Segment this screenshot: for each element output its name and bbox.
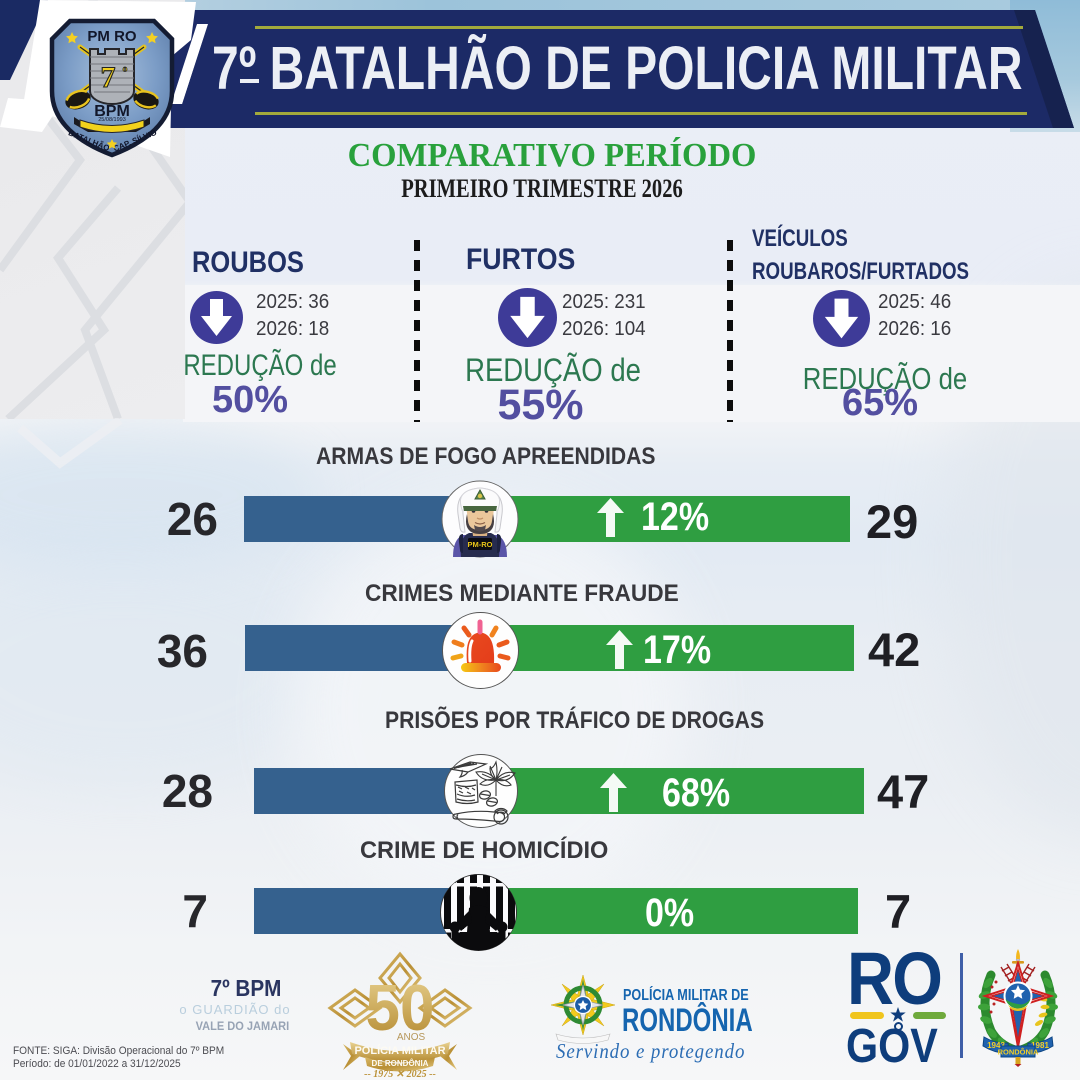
svg-text:PM-RO: PM-RO — [468, 540, 493, 549]
svg-text:ANOS: ANOS — [397, 1032, 426, 1043]
svg-text:1981: 1981 — [1031, 1041, 1049, 1050]
svg-text:-- 1975 ✕ 2025 --: -- 1975 ✕ 2025 -- — [364, 1069, 436, 1078]
svg-text:BPM: BPM — [94, 103, 130, 120]
svg-text:50: 50 — [366, 971, 435, 1044]
svg-text:PM RO: PM RO — [87, 28, 137, 45]
svg-text:DE RONDÔNIA: DE RONDÔNIA — [372, 1059, 429, 1068]
svg-text:RONDÔNIA: RONDÔNIA — [998, 1048, 1039, 1057]
svg-text:1943: 1943 — [987, 1041, 1005, 1050]
svg-text:POLÍCIA MILITAR: POLÍCIA MILITAR — [354, 1044, 445, 1057]
svg-text:º: º — [123, 65, 128, 81]
svg-text:7: 7 — [101, 61, 116, 94]
svg-text:25/08/1993: 25/08/1993 — [98, 117, 126, 123]
